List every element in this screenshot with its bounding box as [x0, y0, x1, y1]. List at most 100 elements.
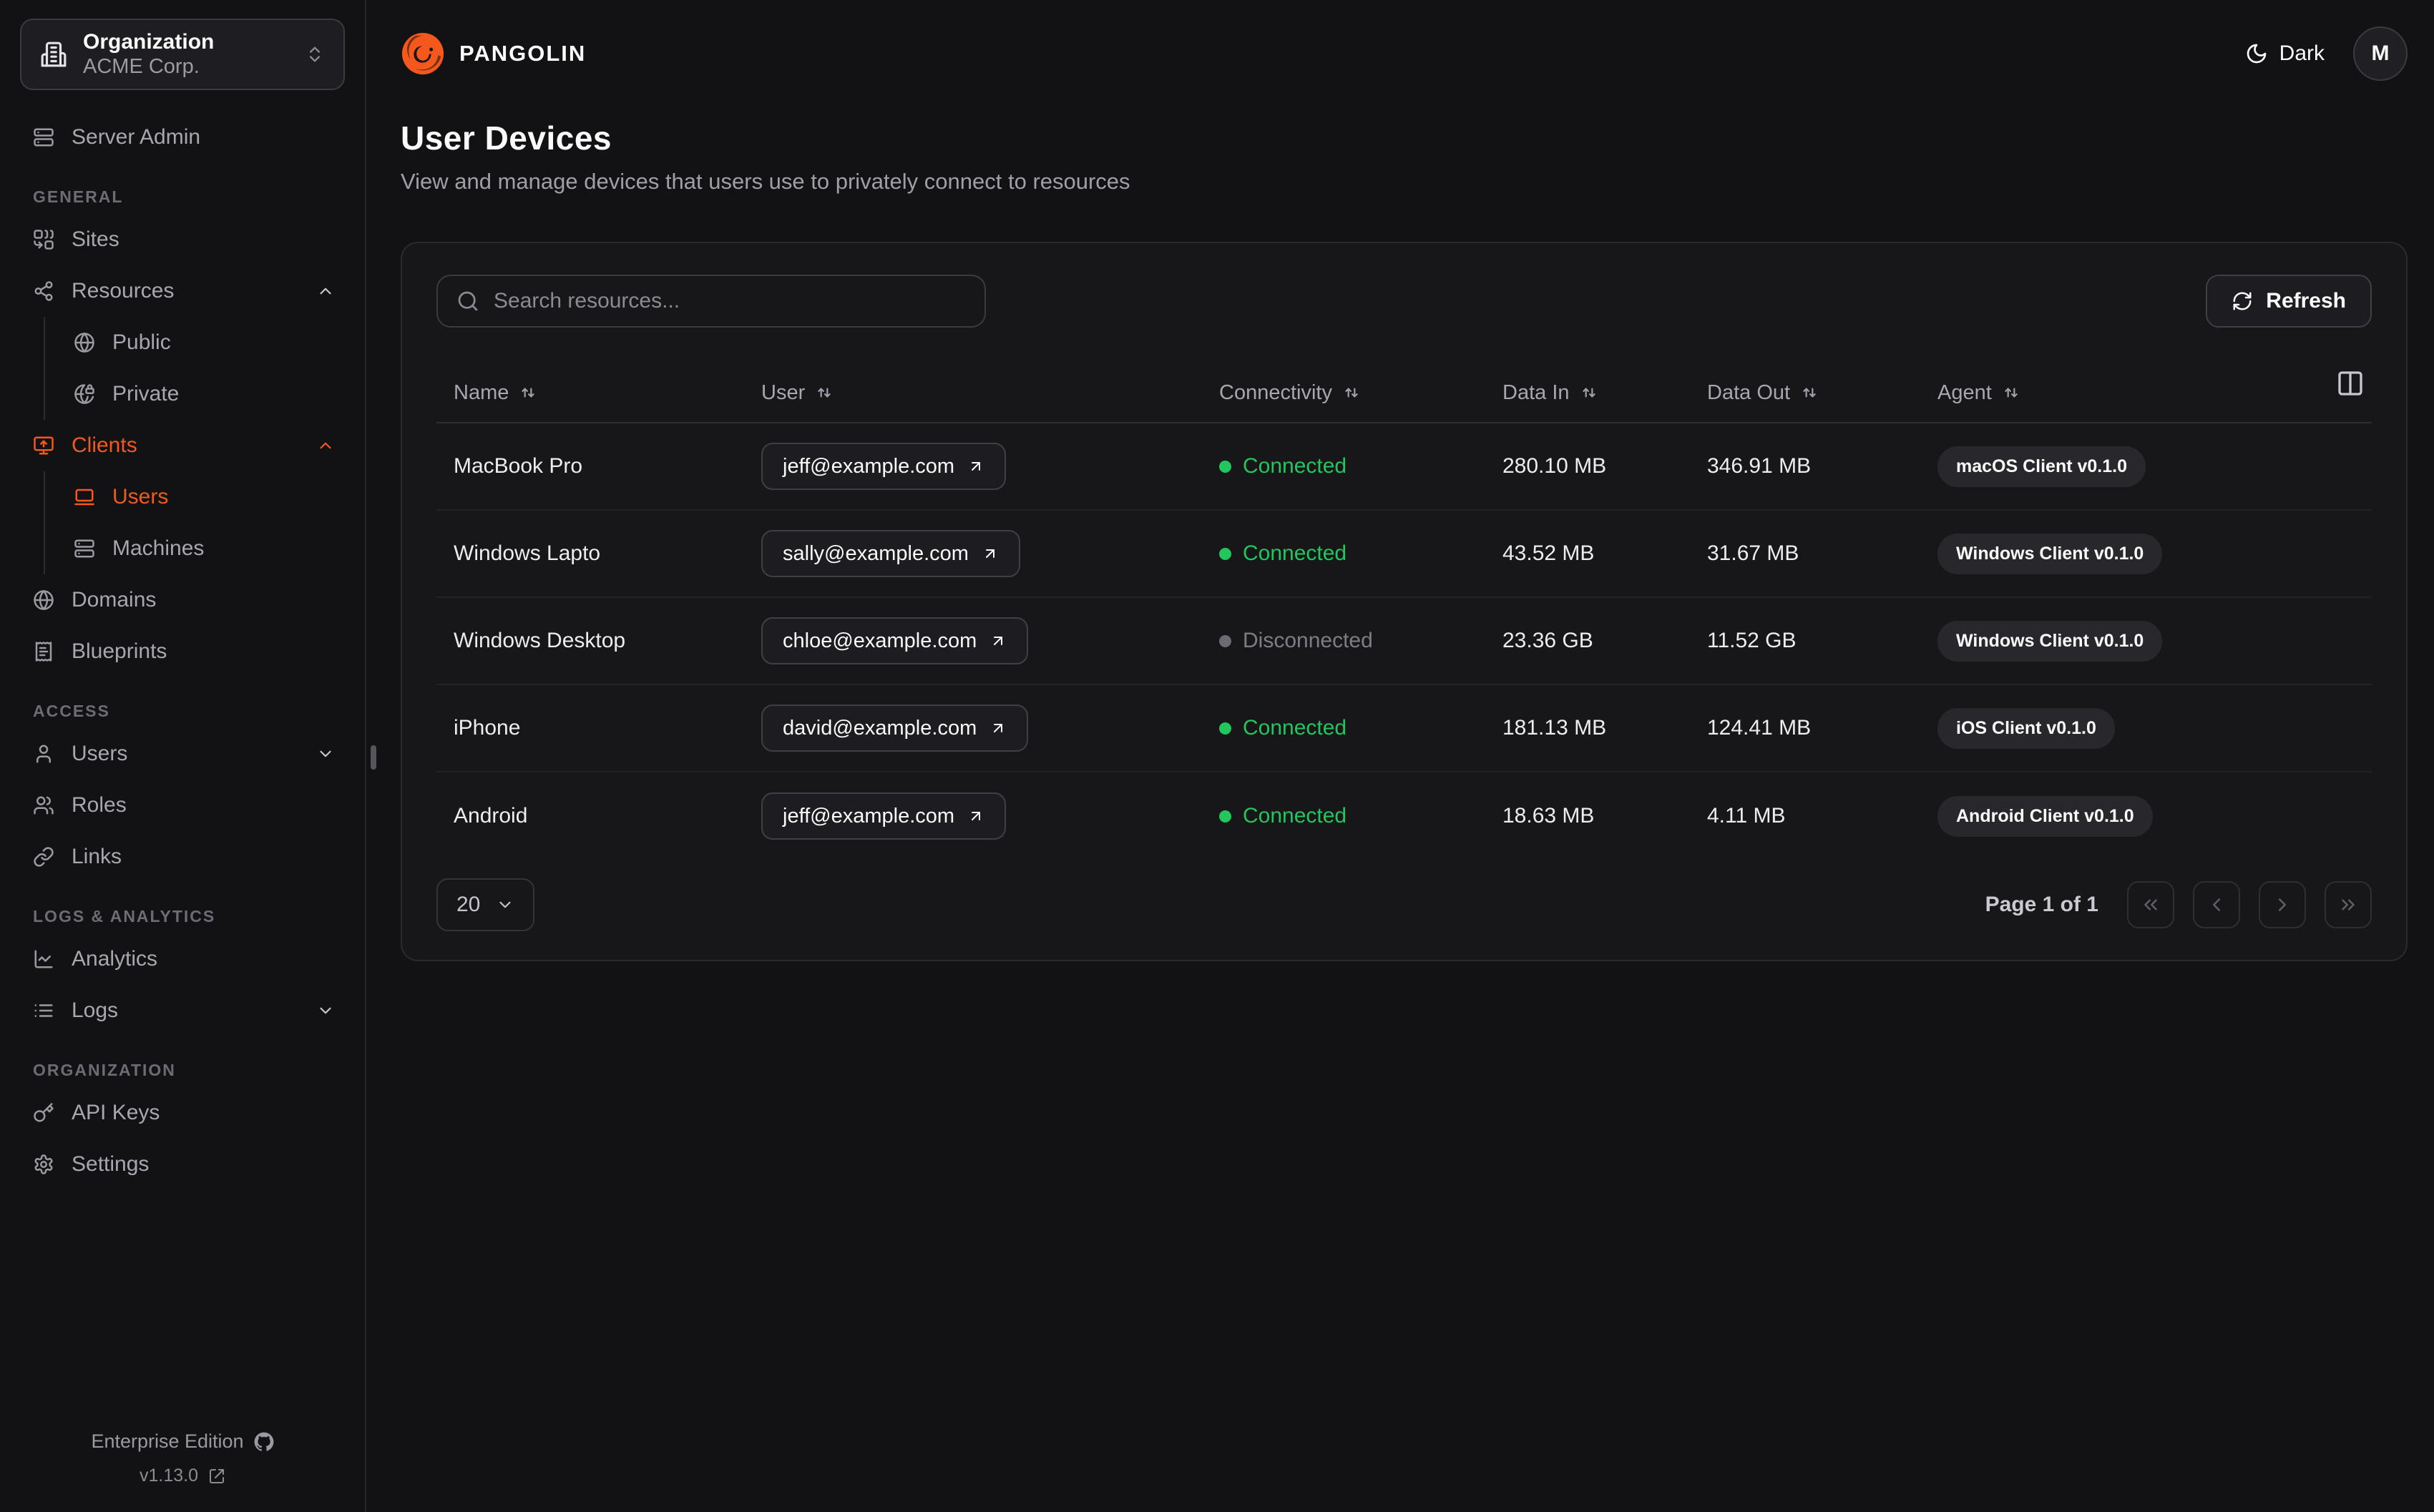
- sidebar-item-api-keys[interactable]: API Keys: [20, 1087, 345, 1139]
- search-input[interactable]: [494, 289, 966, 313]
- sidebar-item-settings[interactable]: Settings: [20, 1139, 345, 1190]
- page-size-select[interactable]: 20: [436, 878, 535, 931]
- arrow-up-right-icon: [985, 549, 994, 558]
- status-dot: [1219, 460, 1231, 473]
- sort-icon: [815, 383, 834, 402]
- user-link-button[interactable]: jeff@example.com: [761, 792, 1007, 840]
- column-header-connectivity[interactable]: Connectivity: [1202, 381, 1485, 405]
- sidebar-item-sites[interactable]: Sites: [20, 214, 345, 265]
- data-in-value: 181.13 MB: [1502, 716, 1607, 740]
- brand-logo[interactable]: PANGOLIN: [401, 31, 586, 76]
- user-link-button[interactable]: david@example.com: [761, 705, 1029, 752]
- sort-icon: [522, 388, 535, 398]
- sort-icon: [1342, 383, 1361, 402]
- column-header-name[interactable]: Name: [436, 381, 744, 405]
- sidebar-resize-handle[interactable]: [371, 745, 376, 770]
- chevron-down-icon: [496, 895, 514, 914]
- column-header-agent[interactable]: Agent: [1920, 381, 2372, 405]
- theme-toggle-button[interactable]: Dark: [2245, 41, 2325, 66]
- refresh-button[interactable]: Refresh: [2206, 275, 2372, 328]
- sidebar-item-links[interactable]: Links: [20, 831, 345, 883]
- search-box: [436, 275, 986, 328]
- laptop-icon: [74, 489, 94, 506]
- chart-icon: [34, 950, 53, 968]
- sidebar-item-blueprints[interactable]: Blueprints: [20, 626, 345, 677]
- prev-page-button[interactable]: [2193, 881, 2240, 928]
- table-row: iPhone david@example.com Connected 181.13 M…: [436, 685, 2372, 772]
- device-name: Android: [454, 804, 528, 828]
- device-name: Windows Lapto: [454, 541, 601, 565]
- sort-icon: [1345, 388, 1358, 398]
- sidebar-item-users[interactable]: Users: [61, 471, 345, 523]
- page-title: User Devices: [401, 119, 612, 157]
- pangolin-logo-icon: [401, 31, 445, 76]
- list-icon: [34, 1004, 53, 1017]
- moon-icon: [2247, 44, 2266, 64]
- column-settings-button[interactable]: [2336, 369, 2365, 398]
- page-head: User Devices View and manage devices tha…: [401, 119, 2408, 195]
- chevron-up-icon: [320, 288, 331, 295]
- avatar[interactable]: M: [2353, 26, 2408, 81]
- device-name: MacBook Pro: [454, 454, 583, 478]
- page-size-value: 20: [456, 893, 481, 916]
- table-header: Name User Connectivity Data In Data Out …: [436, 363, 2372, 423]
- agent-badge: Windows Client v0.1.0: [1937, 533, 2163, 574]
- brand-name: PANGOLIN: [459, 41, 587, 66]
- chevrons-right-icon: [2342, 899, 2355, 910]
- status-dot: [1219, 722, 1231, 735]
- first-page-button[interactable]: [2127, 881, 2174, 928]
- combine-icon: [34, 230, 54, 250]
- monitor-up-icon: [34, 436, 54, 455]
- edition-link[interactable]: Enterprise Edition: [20, 1430, 345, 1453]
- sort-icon: [1580, 383, 1598, 402]
- connectivity-status: Connected: [1219, 804, 1346, 828]
- sidebar-item-public[interactable]: Public: [61, 317, 345, 368]
- user-link-button[interactable]: jeff@example.com: [761, 443, 1007, 490]
- github-icon: [254, 1432, 273, 1451]
- user-link-button[interactable]: chloe@example.com: [761, 617, 1029, 664]
- org-selector-value: ACME Corp.: [83, 55, 200, 78]
- sidebar-item-analytics[interactable]: Analytics: [20, 933, 345, 985]
- data-out-value: 31.67 MB: [1707, 541, 1799, 565]
- section-label: ACCESS: [33, 702, 110, 720]
- chevron-left-icon: [2213, 898, 2220, 911]
- sort-icon: [519, 383, 537, 402]
- waypoints-icon: [34, 281, 53, 301]
- sidebar-item-clients[interactable]: Clients: [20, 420, 345, 471]
- server-icon: [74, 539, 94, 558]
- user-icon: [36, 745, 51, 763]
- chevron-down-icon: [499, 901, 511, 908]
- sidebar-item-logs[interactable]: Logs: [20, 985, 345, 1036]
- column-header-data-out[interactable]: Data Out: [1690, 381, 1920, 405]
- version-link[interactable]: v1.13.0: [20, 1466, 345, 1486]
- edition-label: Enterprise Edition: [91, 1430, 244, 1452]
- column-header-user[interactable]: User: [744, 381, 1202, 405]
- sidebar-item-server-admin[interactable]: Server Admin: [20, 112, 345, 163]
- agent-badge: Windows Client v0.1.0: [1937, 620, 2163, 662]
- sort-icon: [818, 388, 831, 398]
- last-page-button[interactable]: [2325, 881, 2372, 928]
- building-icon: [41, 41, 67, 67]
- arrow-up-right-icon: [994, 637, 1003, 645]
- section-label: GENERAL: [33, 187, 124, 206]
- sidebar-item-roles[interactable]: Roles: [20, 780, 345, 831]
- next-page-button[interactable]: [2259, 881, 2306, 928]
- sidebar-item-users[interactable]: Users: [20, 728, 345, 780]
- refresh-icon: [2232, 290, 2253, 312]
- org-selector[interactable]: Organization ACME Corp.: [20, 19, 345, 90]
- table-row: Windows Lapto sally@example.com Connected 4…: [436, 511, 2372, 598]
- section-label: ORGANIZATION: [33, 1061, 176, 1079]
- table-body: MacBook Pro jeff@example.com Connected 280.…: [436, 423, 2372, 860]
- sidebar-item-machines[interactable]: Machines: [61, 523, 345, 574]
- user-link-button[interactable]: sally@example.com: [761, 530, 1020, 577]
- sidebar-item-private[interactable]: Private: [61, 368, 345, 420]
- column-header-data-in[interactable]: Data In: [1485, 381, 1690, 405]
- sort-icon: [2005, 388, 2018, 398]
- search-icon: [458, 291, 478, 311]
- key-icon: [34, 1103, 54, 1122]
- sort-icon: [1582, 388, 1595, 398]
- sidebar-item-domains[interactable]: Domains: [20, 574, 345, 626]
- chevron-down-icon: [320, 1007, 331, 1014]
- sidebar-item-resources[interactable]: Resources: [20, 265, 345, 317]
- building-icon: [40, 41, 67, 68]
